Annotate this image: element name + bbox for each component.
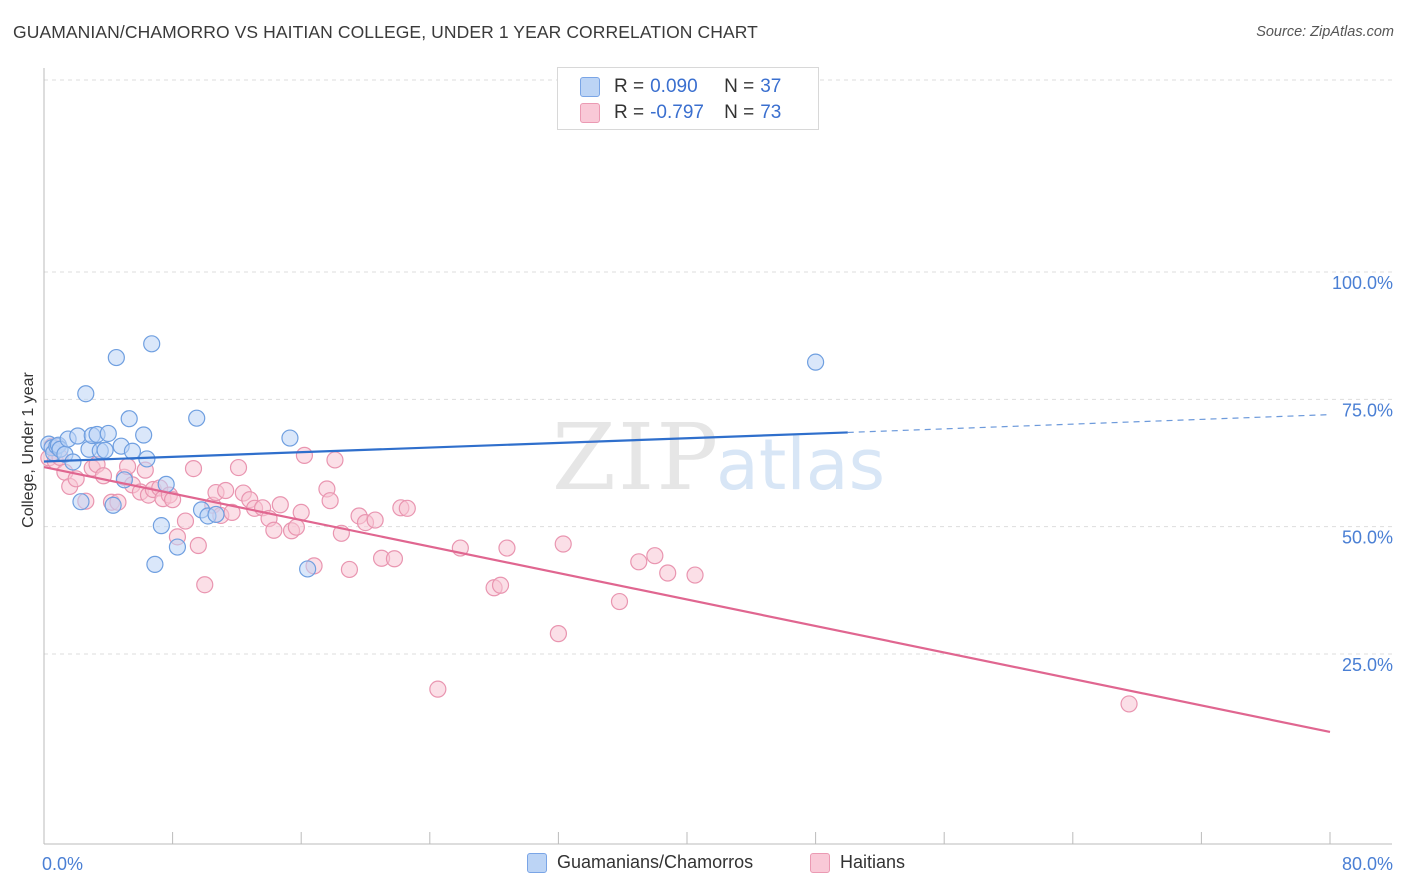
haitian-point (1120, 695, 1138, 713)
y-axis-label: College, Under 1 year (20, 372, 37, 528)
haitian-point (686, 566, 704, 584)
y-tick-label: 25.0% (1342, 655, 1393, 675)
legend-item-guamanians[interactable]: Guamanians/Chamorros (527, 852, 753, 873)
haitian-trend-line (43, 465, 1331, 734)
legend-row-haitians: R = -0.797 N = 73 (580, 101, 781, 125)
haitian-point (189, 536, 207, 555)
haitian-point (295, 446, 314, 464)
guamanian-point (281, 429, 299, 447)
haitians-points (40, 437, 1138, 713)
guamanian-point (69, 427, 87, 445)
watermark: ZIP atlas (552, 404, 885, 511)
haitian-point (340, 560, 359, 579)
legend-label-haitians: Haitians (840, 852, 906, 872)
haitian-point (184, 460, 203, 478)
legend-label-guamanians: Guamanians/Chamorros (557, 852, 754, 872)
haitian-point (271, 496, 289, 514)
n-label: N = (724, 76, 755, 97)
guamanian-point (168, 538, 187, 556)
guamanian-point (207, 505, 225, 524)
haitian-point (610, 592, 629, 611)
guamanian-point (123, 442, 142, 460)
blue-swatch (580, 77, 600, 97)
guamanian-trend-line (43, 431, 848, 463)
haitian-point (366, 511, 384, 529)
haitian-point (385, 550, 404, 568)
guamanian-point (152, 517, 170, 535)
blue-swatch (527, 852, 547, 873)
haitian-point (196, 576, 214, 594)
guamanian-point (135, 426, 153, 444)
haitian-point (398, 499, 416, 517)
haitian-point (491, 576, 510, 594)
n-value: 73 (760, 102, 782, 123)
haitian-point (176, 512, 195, 530)
r-value: 0.090 (650, 76, 698, 97)
guamanian-point (146, 555, 164, 573)
pink-swatch (810, 852, 830, 873)
guamanian-trend-extension (847, 414, 1331, 434)
x-tick-label: 0.0% (42, 854, 83, 874)
guamanian-point (120, 410, 138, 428)
haitian-point (429, 680, 447, 698)
y-tick-label: 100.0% (1332, 273, 1393, 293)
guamanian-point (188, 409, 206, 427)
grid-layer (44, 79, 1392, 655)
guamanian-point (806, 353, 825, 371)
correlation-legend: R = 0.090 N = 37 R = -0.797 N = 73 (557, 67, 819, 130)
haitian-point (265, 521, 283, 539)
r-value: -0.797 (650, 102, 704, 123)
guamanian-point (107, 348, 125, 367)
guamanian-point (77, 385, 95, 403)
guamanian-point (99, 424, 117, 443)
guamanian-point (104, 496, 122, 514)
haitian-point (321, 492, 339, 510)
guamanian-point (96, 441, 114, 459)
watermark-zip: ZIP (552, 404, 720, 511)
watermark-atlas: atlas (716, 424, 885, 506)
haitian-point (646, 547, 664, 565)
pink-swatch (580, 103, 600, 123)
tick-labels: 25.0% 50.0% 75.0% 100.0% 0.0% 80.0% (42, 273, 1393, 874)
guamanian-point (143, 335, 161, 353)
legend-row-guamanians: R = 0.090 N = 37 (580, 75, 781, 99)
haitian-point (326, 451, 344, 469)
source-label: Source: ZipAtlas.com (1256, 24, 1394, 40)
guamanian-point (72, 493, 90, 511)
trend-layer (43, 414, 1331, 734)
haitian-point (287, 518, 305, 536)
r-label: R = (614, 102, 645, 123)
y-tick-label: 50.0% (1342, 528, 1393, 548)
haitian-point (217, 481, 235, 500)
haitian-point (549, 625, 568, 643)
guamanians-points (40, 335, 825, 578)
y-tick-label: 75.0% (1342, 400, 1393, 420)
guamanian-point (64, 453, 82, 471)
x-tick-label: 80.0% (1342, 854, 1393, 874)
series-legend: Guamanians/Chamorros Haitians (0, 852, 1406, 878)
chart-title: GUAMANIAN/CHAMORRO VS HAITIAN COLLEGE, U… (13, 22, 758, 42)
n-value: 37 (760, 76, 782, 97)
haitian-point (229, 458, 248, 477)
haitian-point (659, 564, 677, 582)
haitian-point (164, 491, 182, 509)
haitian-point (554, 535, 572, 553)
guamanian-point (299, 560, 317, 578)
haitian-point (630, 553, 648, 571)
legend-item-haitians[interactable]: Haitians (810, 852, 905, 873)
n-label: N = (724, 102, 755, 123)
haitian-point (498, 539, 516, 557)
r-label: R = (614, 76, 645, 97)
